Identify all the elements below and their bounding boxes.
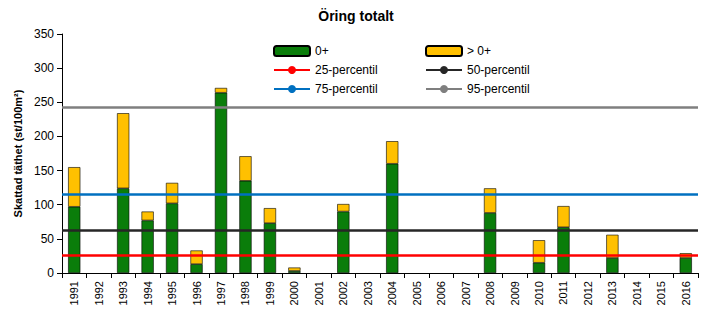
svg-text:2016: 2016 <box>680 281 692 305</box>
svg-text:2015: 2015 <box>655 281 667 305</box>
svg-text:2009: 2009 <box>509 281 521 305</box>
svg-text:1997: 1997 <box>215 281 227 305</box>
svg-text:1995: 1995 <box>166 281 178 305</box>
svg-text:150: 150 <box>34 164 54 178</box>
svg-text:50: 50 <box>41 232 55 246</box>
svg-text:2006: 2006 <box>435 281 447 305</box>
svg-text:2002: 2002 <box>337 281 349 305</box>
svg-text:250: 250 <box>34 95 54 109</box>
svg-text:1991: 1991 <box>68 281 80 305</box>
svg-text:25-percentil: 25-percentil <box>315 63 378 77</box>
svg-text:0: 0 <box>47 266 54 280</box>
svg-text:Skattad täthet (st/100m²): Skattad täthet (st/100m²) <box>12 89 24 217</box>
svg-text:2000: 2000 <box>288 281 300 305</box>
svg-text:1999: 1999 <box>264 281 276 305</box>
svg-text:2010: 2010 <box>533 281 545 305</box>
svg-text:200: 200 <box>34 129 54 143</box>
svg-text:300: 300 <box>34 61 54 75</box>
svg-text:1996: 1996 <box>191 281 203 305</box>
svg-text:75-percentil: 75-percentil <box>315 82 378 96</box>
svg-text:1993: 1993 <box>117 281 129 305</box>
svg-text:2007: 2007 <box>460 281 472 305</box>
svg-text:1992: 1992 <box>93 281 105 305</box>
svg-text:95-percentil: 95-percentil <box>467 82 530 96</box>
svg-text:2014: 2014 <box>631 281 643 305</box>
svg-text:50-percentil: 50-percentil <box>467 63 530 77</box>
svg-text:2012: 2012 <box>582 281 594 305</box>
svg-text:2011: 2011 <box>557 281 569 305</box>
svg-text:2008: 2008 <box>484 281 496 305</box>
svg-text:2003: 2003 <box>362 281 374 305</box>
svg-text:350: 350 <box>34 27 54 41</box>
svg-text:100: 100 <box>34 198 54 212</box>
svg-text:0+: 0+ <box>315 44 329 58</box>
svg-text:1998: 1998 <box>239 281 251 305</box>
svg-text:Öring totalt: Öring totalt <box>318 8 394 24</box>
svg-text:1994: 1994 <box>142 281 154 305</box>
svg-text:> 0+: > 0+ <box>467 44 491 58</box>
svg-text:2005: 2005 <box>411 281 423 305</box>
svg-text:2004: 2004 <box>386 281 398 305</box>
svg-text:2001: 2001 <box>313 281 325 305</box>
svg-text:2013: 2013 <box>606 281 618 305</box>
